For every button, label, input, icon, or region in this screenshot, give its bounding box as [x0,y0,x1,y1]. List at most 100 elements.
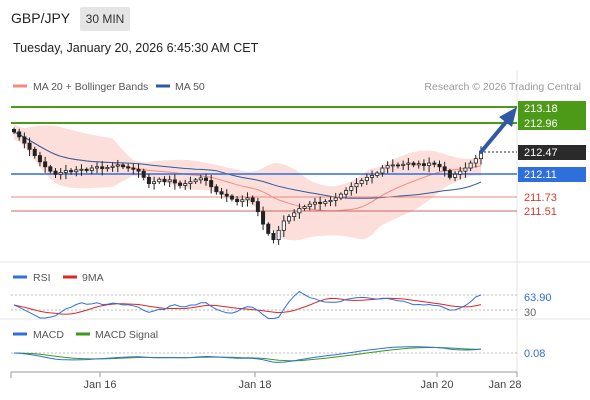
candle-body [198,177,203,181]
candle-body [468,162,473,169]
candle-body [375,172,380,176]
candle-body [120,164,125,168]
candle-body [53,170,58,175]
candle-body [323,201,328,204]
candle-body [209,180,214,188]
candle-body [235,198,240,203]
label-box-212-47 [518,145,586,160]
candle-body [183,183,188,186]
legend-macd-label: MACD [33,329,64,341]
legend-ma50-label: MA 50 [175,81,205,93]
legend-rsi-label: RSI [33,272,51,284]
candle-body [297,208,302,214]
candle-body [63,170,68,173]
candle-body [214,186,219,193]
forecast-arrow-shaft [479,120,508,154]
candle-body [157,178,162,183]
candle-body [110,165,115,168]
candle-body [302,206,307,209]
candle-body [380,167,385,174]
symbol-title: GBP/JPY [11,10,71,26]
candle-body [463,167,468,172]
label-212-47: 212.47 [524,147,558,159]
candle-body [364,176,369,181]
chart-datetime: Tuesday, January 20, 2026 6:45:30 AM CET [13,41,259,55]
candle-body [281,220,286,231]
candle-body [17,131,22,138]
candle-body [276,229,281,241]
candle-body [146,176,151,184]
candle-body [141,170,146,178]
candle-body [307,203,312,208]
candle-body [432,162,437,165]
candle-body [84,168,89,171]
candle-body [442,166,447,171]
candle-body [69,170,74,173]
rsi-ma-line [13,297,482,315]
timeframe-button[interactable]: 30 MIN [80,7,130,31]
label-212-96: 212.96 [524,118,558,130]
x-tick-label-jan16: Jan 16 [83,379,116,391]
candle-body [48,166,53,172]
candle-body [162,178,167,183]
candle-body [447,170,452,178]
candle-body [229,195,234,200]
ma50-line [13,131,482,199]
candle-body [74,169,79,173]
candle-body [318,201,323,204]
candle-body [287,216,292,222]
label-box-213-18 [518,101,586,116]
legend-macd-signal-label: MACD Signal [95,329,158,341]
forecast-arrow-head [499,107,517,127]
candlestick-series [11,127,483,245]
candle-body [359,180,364,184]
x-tick-label-jan18: Jan 18 [238,379,271,391]
candle-body [292,212,297,218]
candle-body [395,164,400,167]
legend-rsi-ma-label: 9MA [82,272,104,284]
candle-body [115,164,120,167]
candle-body [188,181,193,184]
label-212-11: 212.11 [524,169,557,181]
macd-value-label: 0.08 [524,348,545,360]
candle-body [437,163,442,168]
candle-body [427,162,432,166]
candle-body [152,181,157,184]
candle-body [11,129,16,133]
label-211-73: 211.73 [524,192,557,204]
candle-body [105,167,110,170]
candle-body [411,162,416,166]
candle-body [354,183,359,188]
candle-body [126,166,131,169]
candle-body [167,179,172,183]
candle-body [333,197,338,201]
candle-body [89,167,94,171]
candle-body [100,166,105,170]
candle-body [385,165,390,169]
candle-body [37,155,42,163]
candle-body [79,168,84,171]
candle-body [255,201,260,213]
candle-body [416,163,421,166]
candle-body [401,163,406,166]
candle-body [453,173,458,178]
label-box-212-11 [518,167,586,182]
candle-body [219,191,224,195]
x-tick-label-jan20: Jan 20 [420,379,453,391]
candle-body [349,186,354,191]
candle-body [136,168,141,172]
candle-body [178,182,183,186]
candle-body [344,190,349,195]
candle-body [58,171,63,175]
label-box-212-96 [518,116,586,130]
candle-body [245,197,250,201]
candle-body [390,164,395,167]
candle-body [22,136,27,144]
candle-body [328,200,333,203]
label-213-18: 213.18 [524,103,558,115]
candle-body [406,162,411,165]
macd-line [13,346,482,363]
candle-body [43,161,48,168]
